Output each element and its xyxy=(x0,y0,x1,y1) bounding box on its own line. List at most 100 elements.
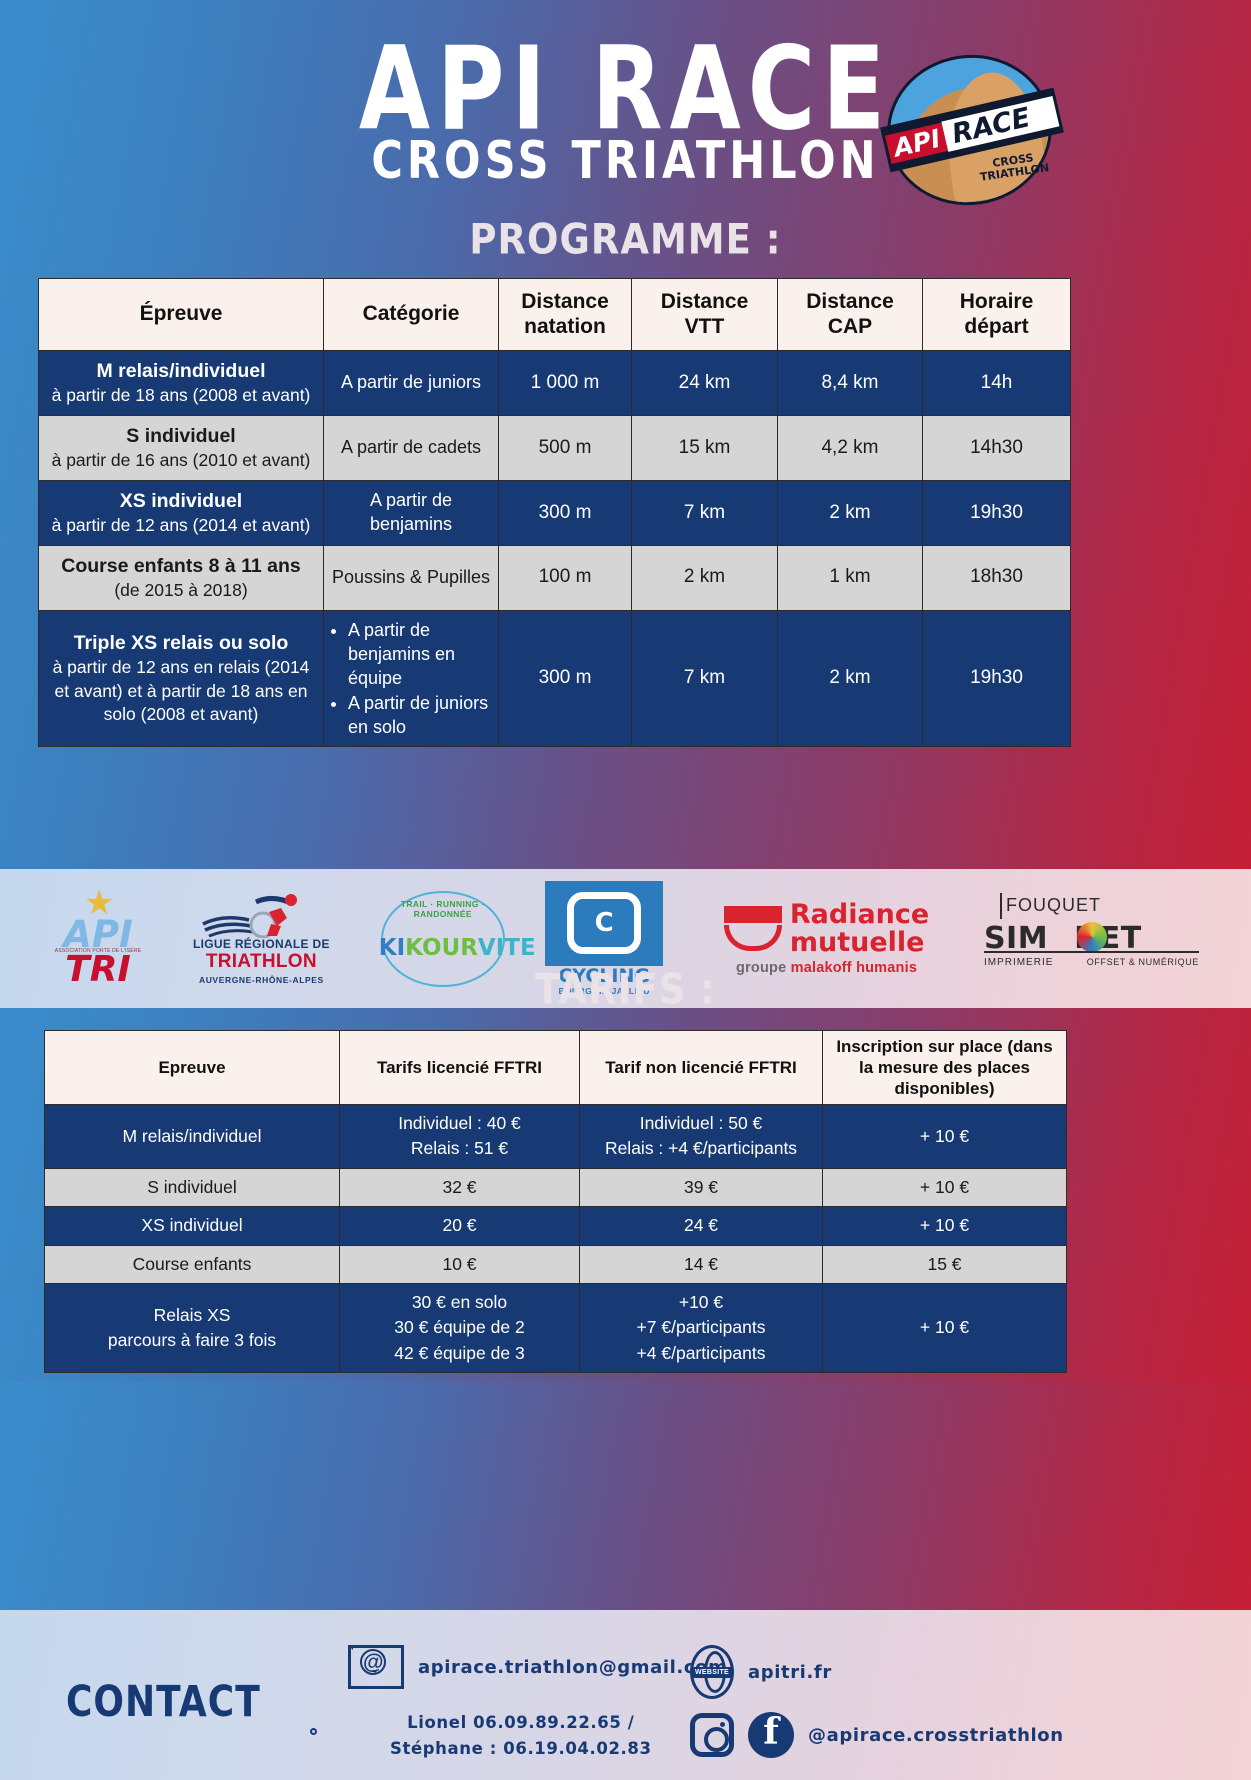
sponsor-logo-simonet: FOUQUET SIMONET IMPRIMERIE OFFSET & NUMÉ… xyxy=(983,891,1199,987)
page-title: API RACE xyxy=(358,22,893,156)
cell-distance-cap: 4,2 km xyxy=(777,414,923,481)
column-header-epreuve-line1: Épreuve xyxy=(139,302,223,326)
column-header-horaire-line1: Horaire xyxy=(959,289,1034,313)
cell-horaire-depart: 14h xyxy=(922,350,1071,416)
cell-tarifs-non-licencie: +10 € +7 €/participants +4 €/participant… xyxy=(579,1282,823,1374)
ligue-swimmer-runner-icon xyxy=(202,894,298,939)
cell-epreuve: XS individuel à partir de 12 ans (2014 e… xyxy=(38,479,324,546)
column-header-horaire-line2: départ xyxy=(964,314,1029,338)
cell-horaire-depart: 19h30 xyxy=(922,479,1071,546)
simonet-fouquet-text: FOUQUET xyxy=(1005,894,1101,915)
epreuve-subtitle: (de 2015 à 2018) xyxy=(114,580,248,601)
epreuve-subtitle: à partir de 12 ans en relais (2014 et av… xyxy=(52,657,310,725)
globe-icon: WEBSITE xyxy=(690,1645,734,1699)
cell-epreuve: S individuel à partir de 16 ans (2010 et… xyxy=(38,414,324,481)
sponsor-logo-ligue-triathlon: LIGUE RÉGIONALE DE TRIATHLON AUVERGNE-RH… xyxy=(176,892,346,985)
column-header-distance-natation: Distance natation xyxy=(498,278,632,351)
contact-social-handle[interactable]: @apirace.crosstriathlon xyxy=(808,1724,1064,1746)
sponsors-band: ★ API ASSOCIATION PORTE DE L'ISÈRE TRI L… xyxy=(0,869,1251,1008)
cell-distance-natation: 1 000 m xyxy=(498,350,632,416)
ligue-line3: AUVERGNE-RHÔNE-ALPES xyxy=(198,974,324,985)
cell-distance-cap: 8,4 km xyxy=(777,350,923,416)
contact-title: CONTACT xyxy=(66,1678,261,1727)
cell-tarifs-epreuve: M relais/individuel xyxy=(44,1104,340,1169)
contact-social-item[interactable]: f @apirace.crosstriathlon xyxy=(690,1712,1064,1758)
cell-tarifs-licencie: 10 € xyxy=(339,1244,580,1284)
api-tri-micro-text: ASSOCIATION PORTE DE L'ISÈRE xyxy=(54,947,142,954)
api-tri-tri-text: TRI xyxy=(65,948,131,990)
tarifs-header-row: Epreuve Tarifs licencié FFTRI Tarif non … xyxy=(44,1030,1067,1105)
tarif-line: 42 € équipe de 3 xyxy=(394,1342,525,1363)
table-row: M relais/individuel à partir de 18 ans (… xyxy=(38,350,1071,416)
contact-website-text[interactable]: apitri.fr xyxy=(748,1661,832,1683)
kikourvite-wordmark: KIKOURVITE xyxy=(379,936,536,960)
column-header-vtt-line2: VTT xyxy=(684,314,725,338)
simonet-underline xyxy=(983,950,1199,953)
contact-phone-lines: Lionel 06.09.89.22.65 / Stéphane : 06.19… xyxy=(390,1710,652,1763)
cell-distance-natation: 100 m xyxy=(498,544,632,611)
sponsor-logo-api-tri: ★ API ASSOCIATION PORTE DE L'ISÈRE TRI xyxy=(52,886,144,992)
background-band-contact xyxy=(0,1610,1251,1780)
tarif-line: Individuel : 50 € xyxy=(639,1113,763,1133)
simonet-globe-icon xyxy=(1076,921,1107,952)
contact-phone-line2: Stéphane : 06.19.04.02.83 xyxy=(390,1739,652,1759)
column-header-tarifs-licencie: Tarifs licencié FFTRI xyxy=(339,1030,580,1105)
tarifs-section-title: TARIFS : xyxy=(535,965,716,1014)
table-row: XS individuel 20 € 24 € + 10 € xyxy=(44,1206,1067,1246)
column-header-categorie: Catégorie xyxy=(323,278,499,351)
tarif-line: Individuel : 40 € xyxy=(398,1113,521,1133)
list-item: A partir de benjamins en équipe xyxy=(348,618,492,691)
cell-tarifs-licencie: 32 € xyxy=(339,1167,580,1208)
cell-tarifs-epreuve: Relais XS parcours à faire 3 fois xyxy=(44,1282,340,1374)
contact-email-text[interactable]: apirace.triathlon@gmail.com xyxy=(418,1656,728,1678)
tarif-line: 30 € en solo xyxy=(411,1291,508,1312)
tarif-line: +4 €/participants xyxy=(636,1342,766,1363)
cell-tarifs-epreuve: XS individuel xyxy=(44,1206,340,1246)
column-header-categorie-line1: Catégorie xyxy=(362,302,460,326)
cell-tarifs-licencie: 20 € xyxy=(339,1206,580,1246)
tarif-line: +10 € xyxy=(678,1291,724,1312)
cell-distance-vtt: 7 km xyxy=(631,479,778,546)
cell-distance-vtt: 2 km xyxy=(631,544,778,611)
epreuve-name: Triple XS relais ou solo xyxy=(73,631,289,654)
cell-tarifs-non-licencie: 24 € xyxy=(579,1206,823,1246)
star-icon: ★ xyxy=(84,883,115,922)
table-row: Triple XS relais ou solo à partir de 12 … xyxy=(38,609,1071,748)
cell-epreuve: Course enfants 8 à 11 ans (de 2015 à 201… xyxy=(38,544,324,611)
table-row: S individuel 32 € 39 € + 10 € xyxy=(44,1167,1067,1208)
tarif-line: Relais : +4 €/participants xyxy=(604,1138,798,1159)
column-header-horaire-depart: Horaire départ xyxy=(922,278,1071,351)
radiance-line2: mutuelle xyxy=(789,927,925,958)
cycling-title: CYCLING xyxy=(558,964,650,987)
contact-section: CONTACT @ apirace.triathlon@gmail.com WE… xyxy=(0,1610,1251,1780)
logo-api-text: API xyxy=(884,122,948,164)
cell-categorie: A partir de benjamins xyxy=(323,479,499,546)
cell-tarifs-epreuve: S individuel xyxy=(44,1167,340,1208)
contact-phones-item: Lionel 06.09.89.22.65 / Stéphane : 06.19… xyxy=(390,1710,652,1763)
api-race-logo: API RACE CROSS TRIATHLON xyxy=(875,44,1065,216)
programme-section-title: PROGRAMME : xyxy=(469,215,782,264)
facebook-icon[interactable]: f xyxy=(748,1712,794,1758)
cell-categorie: Poussins & Pupilles xyxy=(323,544,499,611)
poster-header: API RACE CROSS TRIATHLON API RACE CROSS … xyxy=(0,0,1251,216)
ligue-line1: LIGUE RÉGIONALE DE xyxy=(193,937,330,952)
column-header-natation-line2: natation xyxy=(524,314,606,338)
radiance-smile-icon xyxy=(723,906,782,952)
simonet-part1: SIM xyxy=(983,920,1049,956)
cell-tarifs-sur-place: + 10 € xyxy=(822,1104,1067,1169)
cell-tarifs-licencie: Individuel : 40 € Relais : 51 € xyxy=(339,1104,580,1169)
table-row: Course enfants 10 € 14 € 15 € xyxy=(44,1244,1067,1284)
simonet-divider xyxy=(999,892,1002,919)
simonet-imprimerie-text: IMPRIMERIE xyxy=(983,956,1054,968)
cell-tarifs-non-licencie: Individuel : 50 € Relais : +4 €/particip… xyxy=(579,1104,823,1169)
cell-tarifs-epreuve: Course enfants xyxy=(44,1244,340,1284)
instagram-icon[interactable] xyxy=(690,1713,734,1757)
categorie-bullet-list: A partir de benjamins en équipe A partir… xyxy=(348,618,492,739)
contact-website-item[interactable]: WEBSITE apitri.fr xyxy=(690,1645,832,1699)
page-subtitle: CROSS TRIATHLON xyxy=(371,131,880,192)
sponsor-logo-radiance-mutuelle: Radiance mutuelle groupe malakoff humani… xyxy=(702,901,952,976)
contact-email-item[interactable]: @ apirace.triathlon@gmail.com xyxy=(348,1645,727,1689)
epreuve-subtitle: à partir de 18 ans (2008 et avant) xyxy=(51,385,311,406)
radiance-malakoff: malakoff humanis xyxy=(790,959,918,976)
